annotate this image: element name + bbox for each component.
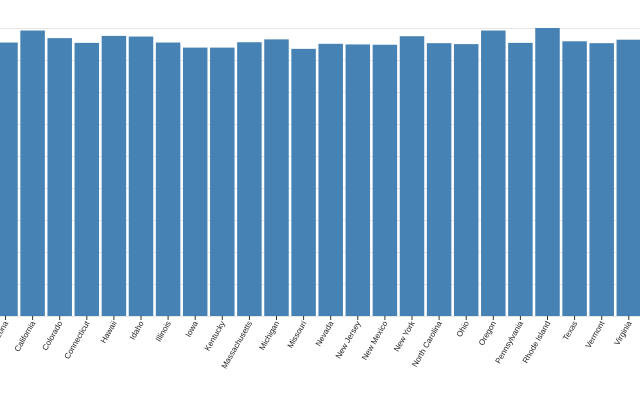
x-tick-label: California: [13, 319, 38, 353]
x-tick-label: Pennsylvania: [494, 319, 526, 365]
x-tick-label: New Mexico: [360, 319, 390, 362]
x-tick-label: Idaho: [128, 319, 146, 341]
bar-missouri: [291, 48, 316, 317]
bar-illinois: [155, 42, 181, 316]
x-tick-label: Oregon: [477, 320, 498, 348]
x-tick-label: New York: [392, 319, 417, 354]
x-tick-label: Colorado: [40, 319, 64, 352]
bar-virginia: [616, 39, 640, 316]
bar-california: [20, 30, 45, 317]
bar-hawaii: [101, 35, 127, 317]
bar-new-jersey: [345, 44, 371, 316]
x-tick-label: Nevada: [314, 319, 336, 348]
bar-connecticut: [74, 42, 100, 317]
bar-ohio: [453, 44, 479, 317]
bar-iowa: [182, 47, 208, 316]
bar-new-york: [399, 36, 425, 316]
bar-kentucky: [210, 47, 235, 316]
bar-new-mexico: [372, 44, 398, 316]
bar-north-carolina: [426, 43, 452, 317]
x-tick-label: Kentucky: [203, 320, 227, 353]
x-tick-label: Texas: [561, 320, 579, 343]
x-tick-label: Michigan: [257, 320, 281, 352]
bar-colorado: [47, 38, 72, 317]
x-tick-label: Hawaii: [99, 319, 119, 344]
x-tick-label: Connecticut: [63, 319, 92, 361]
bar-vermont: [589, 43, 614, 317]
x-tick-label: Rhode Island: [521, 320, 552, 365]
bar-arizona: [0, 42, 18, 316]
bar-idaho: [128, 36, 154, 316]
bar-pennsylvania: [508, 42, 533, 317]
x-tick-label: Iowa: [184, 319, 201, 339]
bar-massachusetts: [237, 42, 262, 316]
x-tick-label: New Jersey: [334, 320, 363, 361]
x-tick-label: Vermont: [584, 319, 607, 350]
x-tick-label: Missouri: [286, 319, 309, 349]
x-tick-label: Virginia: [612, 319, 633, 347]
x-tick-label: North Carolina: [410, 319, 444, 369]
bars-layer: [0, 28, 640, 317]
bar-oregon: [481, 30, 506, 317]
x-tick-label: Illinois: [154, 320, 173, 344]
x-tick-label: Arizona: [0, 319, 11, 347]
bar-rhode-island: [535, 28, 560, 316]
bar-michigan: [264, 39, 289, 316]
bar-texas: [562, 41, 587, 316]
bar-nevada: [318, 43, 343, 317]
x-tick-label: Ohio: [455, 319, 472, 339]
